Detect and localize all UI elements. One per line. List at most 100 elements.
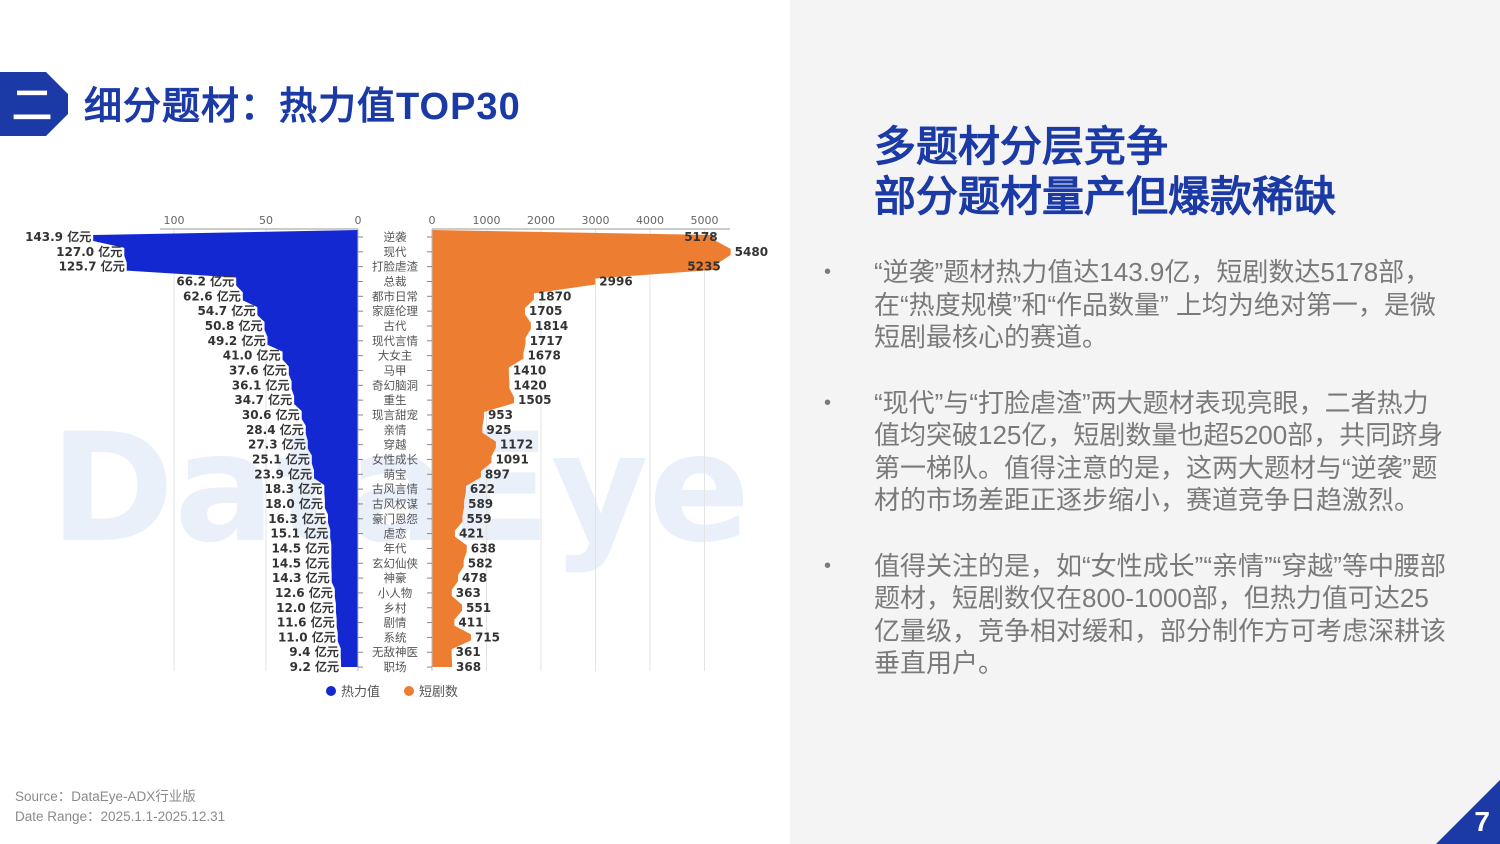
heat-value-label: 127.0 亿元: [56, 244, 122, 259]
heat-value-label: 14.5 亿元: [272, 555, 330, 570]
count-value-label: 897: [485, 467, 510, 481]
heat-value-label: 12.0 亿元: [276, 600, 334, 615]
count-value-label: 715: [475, 630, 500, 644]
right-axis-tick: 4000: [636, 214, 664, 227]
category-label: 虐恋: [384, 527, 407, 541]
right-axis-tick: 1000: [473, 214, 501, 227]
count-value-label: 1717: [530, 334, 563, 348]
heat-value-label: 62.6 亿元: [183, 288, 241, 303]
heat-area: [93, 230, 358, 672]
insight-bullet: • 值得关注的是，如“女性成长”“亲情”“穿越”等中腰部题材，短剧数仅在800-…: [820, 550, 1450, 680]
date-range-line: Date Range：2025.1.1-2025.12.31: [15, 809, 226, 824]
bullet-dot-icon: •: [824, 391, 832, 414]
legend-heat-label: 热力值: [341, 684, 380, 700]
count-value-label: 5480: [735, 245, 768, 259]
insight-bullet: • “逆袭”题材热力值达143.9亿，短剧数达5178部，在“热度规模”和“作品…: [820, 256, 1450, 354]
category-label: 现代: [384, 245, 407, 259]
heat-value-label: 30.6 亿元: [242, 407, 300, 422]
legend-count-label: 短剧数: [419, 685, 458, 700]
count-value-label: 559: [466, 512, 491, 526]
left-axis-tick: 0: [355, 214, 362, 227]
count-value-label: 551: [466, 601, 491, 615]
insight-headline: 多题材分层竞争 部分题材量产但爆款稀缺: [874, 122, 1336, 222]
left-axis-tick: 50: [259, 214, 273, 227]
heat-value-label: 66.2 亿元: [176, 273, 234, 288]
source-note: Source：DataEye-ADX行业版 Date Range：2025.1.…: [15, 787, 225, 827]
heat-value-label: 14.5 亿元: [272, 540, 330, 555]
category-label: 系统: [384, 630, 407, 644]
heat-value-label: 49.2 亿元: [208, 333, 266, 348]
category-label: 打脸虐渣: [372, 260, 418, 274]
heat-value-label: 9.2 亿元: [290, 659, 339, 674]
heat-value-label: 12.6 亿元: [275, 585, 333, 600]
bullet-dot-icon: •: [824, 554, 832, 577]
count-value-label: 1505: [518, 393, 551, 407]
category-label: 萌宝: [384, 467, 407, 481]
bullet-text: 值得关注的是，如“女性成长”“亲情”“穿越”等中腰部题材，短剧数仅在800-10…: [874, 550, 1447, 679]
count-value-label: 1172: [500, 438, 533, 452]
category-label: 都市日常: [372, 289, 418, 303]
count-value-label: 1420: [513, 378, 546, 392]
insight-panel: [790, 0, 1500, 844]
legend-heat-marker: [326, 686, 336, 696]
heat-value-label: 54.7 亿元: [198, 303, 256, 318]
category-label: 乡村: [384, 601, 407, 615]
category-label: 无敌神医: [372, 645, 418, 659]
heat-value-label: 125.7 亿元: [59, 259, 125, 274]
count-value-label: 1410: [513, 363, 546, 377]
page-corner-triangle: [1436, 780, 1500, 844]
bullet-text: “逆袭”题材热力值达143.9亿，短剧数达5178部，在“热度规模”和“作品数量…: [874, 257, 1436, 352]
heat-value-label: 18.0 亿元: [265, 496, 323, 511]
heat-value-label: 15.1 亿元: [270, 526, 328, 541]
legend-count-marker: [404, 686, 414, 696]
category-label: 重生: [384, 393, 407, 407]
count-value-label: 1870: [538, 289, 571, 303]
category-label: 古代: [384, 319, 407, 333]
category-label: 职场: [384, 660, 407, 674]
count-value-label: 2996: [599, 274, 632, 288]
insight-bullet: • “现代”与“打脸虐渣”两大题材表现亮眼，二者热力值均突破125亿，短剧数量也…: [820, 387, 1450, 517]
category-label: 女性成长: [372, 452, 418, 466]
heat-value-label: 25.1 亿元: [252, 451, 310, 466]
count-value-label: 589: [468, 497, 493, 511]
category-label: 现言甜宠: [372, 408, 418, 422]
right-axis-tick: 3000: [582, 214, 610, 227]
category-label: 奇幻脑洞: [372, 378, 418, 392]
count-value-label: 363: [456, 586, 481, 600]
bullet-text: “现代”与“打脸虐渣”两大题材表现亮眼，二者热力值均突破125亿，短剧数量也超5…: [874, 387, 1444, 516]
right-axis-tick: 2000: [527, 214, 555, 227]
right-axis-tick: 5000: [691, 214, 719, 227]
heat-value-label: 27.3 亿元: [248, 437, 306, 452]
bullet-dot-icon: •: [824, 261, 832, 283]
heat-value-label: 50.8 亿元: [205, 318, 263, 333]
heat-value-label: 23.9 亿元: [254, 466, 312, 481]
heat-value-label: 34.7 亿元: [234, 392, 292, 407]
count-value-label: 1678: [527, 349, 560, 363]
category-label: 总裁: [384, 274, 407, 288]
count-value-label: 1705: [529, 304, 562, 318]
heat-value-label: 16.3 亿元: [268, 511, 326, 526]
category-label: 大女主: [378, 349, 413, 363]
count-value-label: 5235: [687, 260, 720, 274]
category-label: 神豪: [384, 571, 407, 585]
right-axis-tick: 0: [429, 214, 436, 227]
count-value-label: 1091: [495, 452, 528, 466]
heat-value-label: 28.4 亿元: [246, 422, 304, 437]
heat-value-label: 11.0 亿元: [278, 629, 336, 644]
count-value-label: 582: [468, 556, 493, 570]
category-label: 家庭伦理: [372, 304, 418, 318]
count-value-label: 5178: [684, 230, 717, 244]
heat-value-label: 11.6 亿元: [277, 615, 335, 630]
count-value-label: 478: [462, 571, 487, 585]
count-value-label: 421: [459, 527, 484, 541]
count-value-label: 953: [488, 408, 513, 422]
count-value-label: 361: [456, 645, 481, 659]
insight-bullet-list: • “逆袭”题材热力值达143.9亿，短剧数达5178部，在“热度规模”和“作品…: [820, 256, 1450, 713]
heat-value-label: 14.3 亿元: [272, 570, 330, 585]
category-label: 豪门恩怨: [372, 512, 418, 526]
count-value-label: 1814: [535, 319, 568, 333]
heat-value-label: 41.0 亿元: [223, 348, 281, 363]
heat-value-label: 36.1 亿元: [232, 377, 290, 392]
category-label: 马甲: [384, 363, 407, 377]
watermark: DataEye: [50, 402, 751, 576]
